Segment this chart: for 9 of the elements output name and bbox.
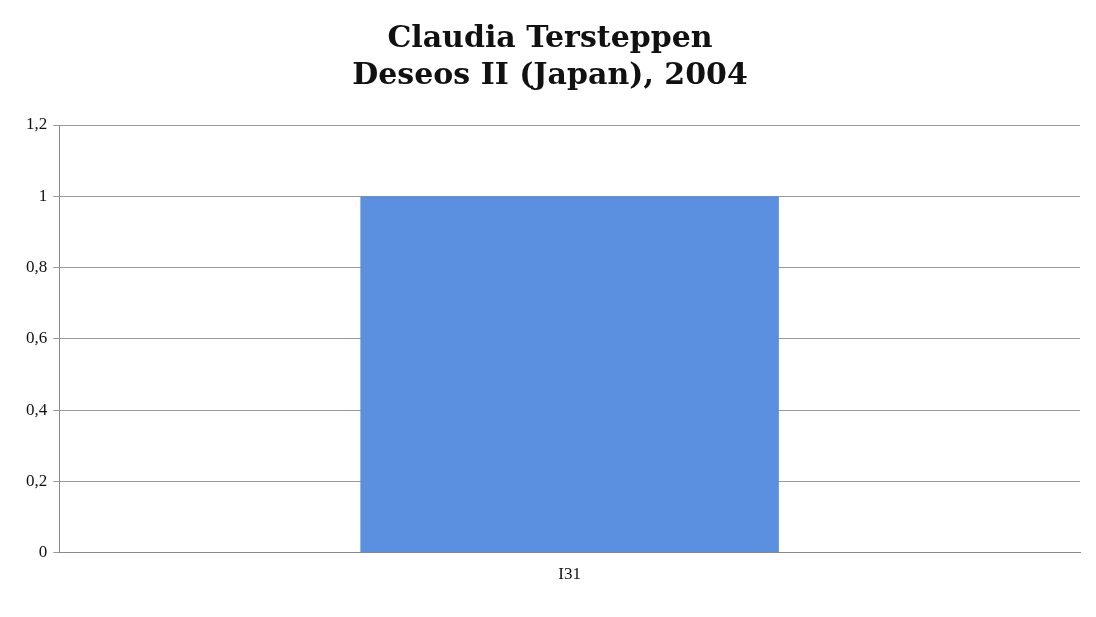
y-tick-label: 0,6	[26, 328, 48, 348]
x-tick-label: I31	[558, 564, 581, 584]
y-tick-label: 1,2	[26, 114, 48, 134]
y-tick-label: 0,2	[26, 470, 48, 490]
y-tick-label: 1	[38, 185, 48, 205]
y-tick-label: 0,8	[26, 257, 48, 276]
chart-title: Claudia Tersteppen Deseos II (Japan), 2004	[352, 18, 748, 92]
y-tick-label: 0	[38, 542, 48, 562]
y-tick-label: 0,4	[26, 399, 48, 419]
